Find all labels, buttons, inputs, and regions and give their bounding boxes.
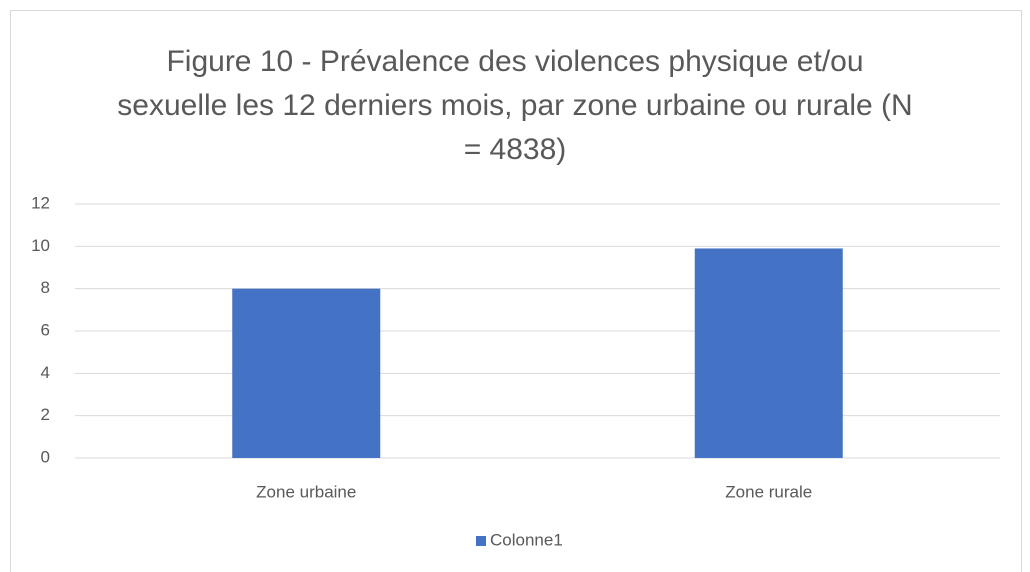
- x-tick-label: Zone rurale: [725, 482, 812, 501]
- y-tick-label: 8: [41, 278, 50, 297]
- chart-title: Figure 10 - Prévalence des violences phy…: [117, 45, 913, 166]
- bar: [694, 248, 843, 458]
- y-tick-label: 10: [31, 236, 50, 255]
- y-tick-label: 12: [31, 193, 50, 212]
- y-tick-label: 4: [41, 363, 50, 382]
- chart-border: [10, 10, 1022, 572]
- bar: [232, 288, 381, 458]
- y-tick-label: 0: [41, 447, 50, 466]
- y-tick-label: 6: [41, 320, 50, 339]
- x-tick-label: Zone urbaine: [256, 482, 356, 501]
- legend-swatch: [476, 536, 486, 546]
- y-tick-label: 2: [41, 405, 50, 424]
- legend-label: Colonne1: [490, 530, 563, 549]
